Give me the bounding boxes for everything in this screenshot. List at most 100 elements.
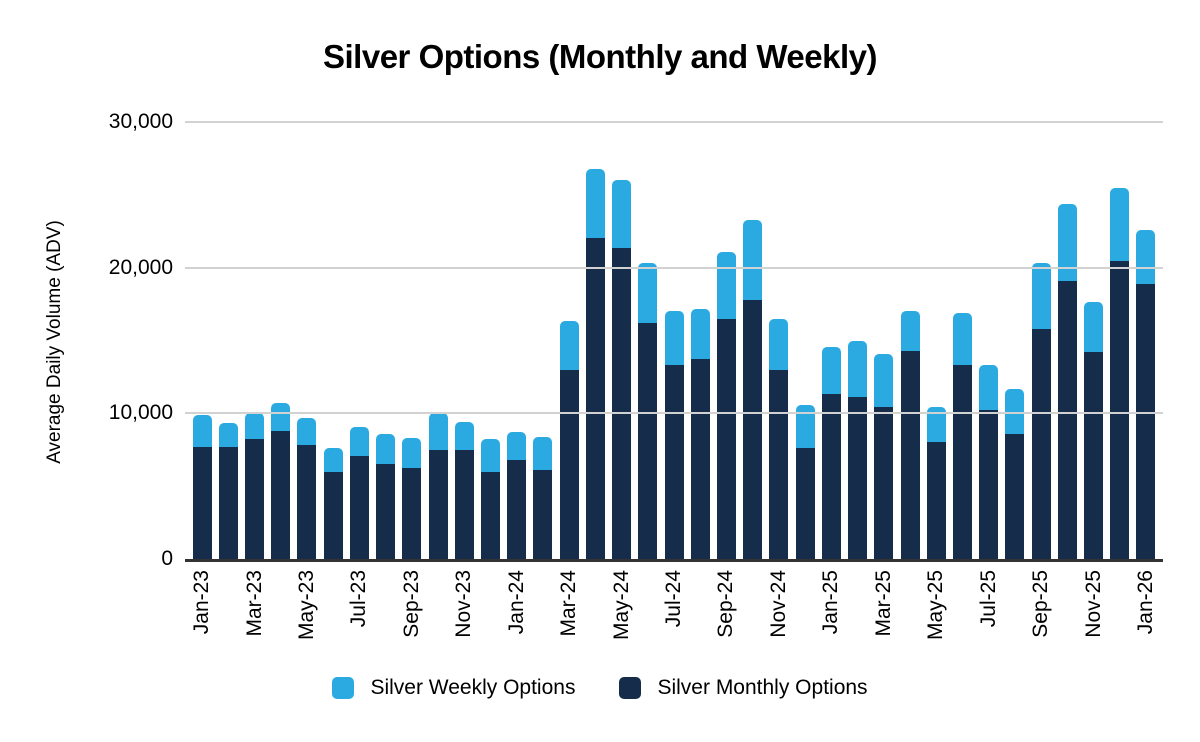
bar-segment-monthly — [743, 299, 763, 559]
bar-segment-monthly — [454, 449, 474, 559]
bar-segment-weekly — [533, 436, 553, 471]
bar-column: Jan-25 — [818, 122, 844, 634]
x-axis-label: Mar-23 — [242, 570, 266, 637]
stacked-bar — [848, 340, 868, 559]
stacked-bar — [638, 263, 658, 559]
bar-column — [582, 122, 608, 559]
gridline — [185, 412, 1163, 415]
y-axis-tick-label: 30,000 — [108, 110, 173, 133]
bar-segment-monthly — [402, 467, 422, 559]
bar-column: Sep-24 — [713, 122, 739, 638]
legend-swatch-weekly-icon — [332, 677, 355, 699]
bar-column — [740, 122, 766, 559]
stacked-bar — [507, 432, 527, 559]
bar-segment-monthly — [900, 350, 920, 559]
stacked-bar — [297, 417, 317, 559]
bar-segment-monthly — [795, 448, 815, 559]
bar-column — [792, 122, 818, 559]
stacked-bar — [481, 438, 501, 559]
bar-segment-weekly — [192, 414, 212, 447]
bar-segment-weekly — [612, 180, 632, 249]
bar-segment-monthly — [612, 248, 632, 559]
bar-segment-monthly — [507, 459, 527, 559]
bar-segment-weekly — [1031, 263, 1051, 329]
bar-column: Jan-26 — [1133, 122, 1159, 634]
bar-segment-monthly — [245, 438, 265, 559]
stacked-bar — [769, 319, 789, 559]
x-axis-label: Sep-25 — [1029, 570, 1053, 638]
x-axis-label: Nov-24 — [766, 570, 790, 638]
bar-column: Jul-23 — [346, 122, 372, 627]
stacked-bar — [979, 365, 999, 559]
bar-segment-weekly — [297, 417, 317, 445]
plot-area: Jan-23 Mar-23 May-23 Jul-23 Sep-23 Nov-23 Jan-… — [109, 110, 1163, 640]
stacked-bar — [323, 447, 343, 559]
bar-segment-monthly — [638, 323, 658, 559]
bar-segment-weekly — [979, 365, 999, 411]
stacked-bar — [900, 311, 920, 559]
x-axis-label: Sep-24 — [714, 570, 738, 638]
bar-segment-weekly — [952, 312, 972, 366]
bar-segment-monthly — [821, 394, 841, 559]
bar-segment-weekly — [900, 311, 920, 351]
x-axis-label: Jul-25 — [976, 570, 1000, 628]
x-axis-label: Sep-23 — [399, 570, 423, 638]
bar-column — [1002, 122, 1028, 559]
stacked-bar — [245, 412, 265, 559]
y-axis-tick-label: 0 — [161, 547, 173, 570]
bar-segment-monthly — [323, 472, 343, 559]
bar-segment-weekly — [585, 168, 605, 238]
x-axis-label: Jul-24 — [662, 570, 686, 628]
gridline — [185, 121, 1163, 123]
bar-segment-weekly — [507, 432, 527, 460]
bars-row: Jan-23 Mar-23 May-23 Jul-23 Sep-23 Nov-23 Jan-… — [185, 122, 1163, 640]
y-axis-tick-label: 10,000 — [108, 401, 173, 425]
bar-column: May-25 — [923, 122, 949, 640]
bar-column: Mar-25 — [871, 122, 897, 637]
stacked-bar — [1110, 187, 1130, 559]
bar-segment-weekly — [743, 220, 763, 300]
x-axis-label: May-23 — [294, 570, 318, 641]
bar-column — [320, 122, 346, 559]
stacked-bar — [926, 406, 946, 559]
stacked-bar — [559, 320, 579, 559]
bar-segment-monthly — [297, 444, 317, 559]
bar-segment-weekly — [402, 438, 422, 468]
bar-column: Nov-23 — [451, 122, 477, 638]
stacked-bar — [1136, 229, 1156, 559]
bar-segment-monthly — [1057, 280, 1077, 559]
bar-segment-monthly — [1031, 328, 1051, 559]
bar-segment-monthly — [1136, 284, 1156, 559]
bar-segment-monthly — [848, 396, 868, 559]
bar-segment-monthly — [664, 364, 684, 559]
x-axis-label: Mar-25 — [871, 570, 895, 637]
bar-segment-monthly — [716, 318, 736, 559]
bar-column: Sep-23 — [399, 122, 425, 638]
stacked-bar — [1057, 204, 1077, 559]
bar-segment-weekly — [638, 263, 658, 324]
bar-segment-monthly — [192, 446, 212, 559]
bar-segment-weekly — [245, 412, 265, 439]
bar-column — [373, 122, 399, 559]
bar-segment-weekly — [1005, 389, 1025, 435]
stacked-bar — [402, 438, 422, 559]
bar-segment-monthly — [428, 449, 448, 559]
y-axis-tick-label: 20,000 — [108, 255, 173, 279]
stacked-bar — [795, 404, 815, 559]
bar-segment-monthly — [271, 430, 291, 559]
bar-segment-monthly — [481, 471, 501, 559]
bar-segment-weekly — [271, 403, 291, 431]
bar-column: Mar-24 — [556, 122, 582, 637]
stacked-bar — [349, 427, 369, 559]
bar-segment-weekly — [1084, 301, 1104, 353]
bar-column: Jan-24 — [504, 122, 530, 634]
x-axis-label: Mar-24 — [557, 570, 581, 637]
bar-column: Mar-23 — [241, 122, 267, 637]
bar-column — [477, 122, 503, 559]
bar-segment-weekly — [454, 422, 474, 450]
bar-segment-monthly — [376, 464, 396, 559]
bar-segment-weekly — [848, 340, 868, 397]
x-axis-label: Nov-23 — [452, 570, 476, 638]
bar-segment-weekly — [349, 427, 369, 457]
